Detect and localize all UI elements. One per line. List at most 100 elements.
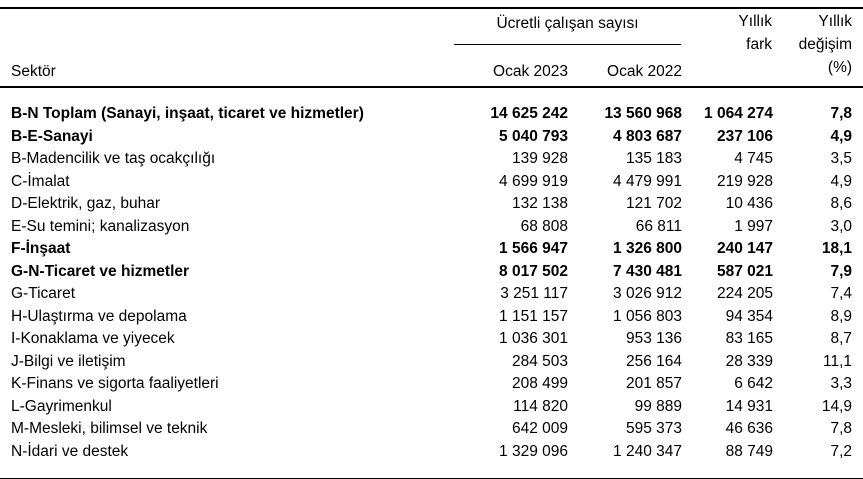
sector-cell: B-N Toplam (Sanayi, inşaat, ticaret ve h… [11,105,364,122]
table-row: I-Konaklama ve yiyecek 1 036 301 953 136… [0,328,863,351]
diff-cell: 219 928 [716,172,774,190]
pct-cell: 7,8 [830,420,853,437]
sector-cell: D-Elektrik, gaz, buhar [11,195,161,212]
jan2023-cell: 68 808 [520,217,568,235]
jan2022-cell: 13 560 968 [604,105,683,122]
table-row: D-Elektrik, gaz, buhar 132 138 121 702 1… [0,193,863,216]
pct-cell: 4,9 [830,172,853,190]
pct-cell: 8,6 [830,195,853,212]
jan2023-cell: 284 503 [511,352,568,370]
jan2023-cell: 8 017 502 [499,262,568,280]
jan2022-cell: 99 889 [634,397,683,415]
sector-cell: B-E-Sanayi [11,127,93,145]
pct-cell: 7,2 [830,442,853,460]
jan2023-cell: 642 009 [511,420,568,437]
january-2023-column-header: Ocak 2023 [440,49,568,88]
pct-cell: 18,1 [821,240,853,257]
annual-difference-header: Yıllık fark [682,9,774,88]
diff-cell: 83 165 [725,330,774,347]
sector-cell: E-Su temini; kanalizasyon [11,217,190,235]
table-row: K-Finans ve sigorta faaliyetleri 208 499… [0,373,863,396]
sector-cell: C-İmalat [11,172,70,190]
table-body: B-N Toplam (Sanayi, inşaat, ticaret ve h… [0,87,863,463]
table-header: Ücretli çalışan sayısı Yıllık fark Yıllı… [0,9,863,88]
group-header-cell: Ücretli çalışan sayısı [440,9,682,49]
pct-cell: 7,4 [830,285,853,302]
table-row: B-E-Sanayi 5 040 793 4 803 687 237 106 4… [0,126,863,149]
pct-cell: 3,3 [830,375,853,392]
diff-cell: 28 339 [725,352,774,370]
sector-cell: B-Madencilik ve taş ocakçılığı [11,150,216,167]
sector-cell: L-Gayrimenkul [11,397,112,415]
jan2022-cell: 121 702 [625,195,683,212]
header-row-columns: Sektör Ocak 2023 Ocak 2022 [0,49,863,88]
jan2022-cell: 7 430 481 [613,262,683,280]
table-row: F-İnşaat 1 566 947 1 326 800 240 147 18,… [0,238,863,261]
jan2023-cell: 4 699 919 [499,172,568,190]
sector-cell: F-İnşaat [11,240,71,257]
diff-cell: 224 205 [716,285,774,302]
sector-cell: K-Finans ve sigorta faaliyetleri [11,375,219,392]
header-spacer [0,9,440,49]
header-row-group: Ücretli çalışan sayısı Yıllık fark Yıllı… [0,9,863,88]
diff-cell: 4 745 [734,150,774,167]
jan2022-cell: 595 373 [625,420,683,437]
table-row: H-Ulaştırma ve depolama 1 151 157 1 056 … [0,306,863,329]
jan2022-cell: 201 857 [625,375,683,392]
sector-column-header: Sektör [0,49,440,88]
table-row: C-İmalat 4 699 919 4 479 991 219 928 4,9 [0,171,863,194]
jan2023-cell: 14 625 242 [490,105,568,122]
diff-cell: 6 642 [734,375,774,392]
diff-cell: 10 436 [725,195,774,212]
jan2023-cell: 114 820 [513,397,568,415]
sector-cell: G-Ticaret [11,285,76,302]
jan2022-cell: 135 183 [625,150,683,167]
jan2023-cell: 208 499 [511,375,568,392]
annual-change-percent-header: Yıllık değişim (%) [773,9,863,88]
paid-employees-table: Ücretli çalışan sayısı Yıllık fark Yıllı… [0,9,863,463]
table-row: N-İdari ve destek 1 329 096 1 240 347 88… [0,441,863,464]
sector-cell: J-Bilgi ve iletişim [11,352,126,370]
diff-cell: 237 106 [716,127,774,145]
pct-cell: 4,9 [830,127,853,145]
table-row: B-N Toplam (Sanayi, inşaat, ticaret ve h… [0,87,863,126]
sector-cell: G-N-Ticaret ve hizmetler [11,262,190,280]
diff-cell: 1 997 [734,217,774,235]
jan2023-cell: 5 040 793 [499,127,568,145]
table-row: B-Madencilik ve taş ocakçılığı 139 928 1… [0,148,863,171]
jan2023-cell: 1 036 301 [499,330,568,347]
jan2022-cell: 3 026 912 [613,285,683,302]
pct-cell: 8,9 [830,307,853,325]
sector-cell: H-Ulaştırma ve depolama [11,307,187,325]
january-2022-column-header: Ocak 2022 [568,49,683,88]
jan2023-cell: 139 928 [511,150,568,167]
jan2022-cell: 256 164 [625,352,683,370]
table-row: M-Mesleki, bilimsel ve teknik 642 009 59… [0,418,863,441]
pct-cell: 14,9 [821,397,853,415]
jan2022-cell: 1 240 347 [613,442,683,460]
pct-cell: 11,1 [822,352,853,370]
jan2022-cell: 4 803 687 [613,127,683,145]
jan2022-cell: 1 326 800 [613,240,683,257]
diff-cell: 94 354 [725,307,774,325]
diff-cell: 587 021 [716,262,774,280]
diff-cell: 14 931 [725,397,774,415]
table-frame: Ücretli çalışan sayısı Yıllık fark Yıllı… [0,7,863,479]
table-row: G-Ticaret 3 251 117 3 026 912 224 205 7,… [0,283,863,306]
jan2022-cell: 4 479 991 [613,172,683,190]
pct-cell: 7,8 [830,105,853,122]
pct-cell: 3,5 [830,150,853,167]
jan2023-cell: 1 329 096 [499,442,568,460]
table-row: G-N-Ticaret ve hizmetler 8 017 502 7 430… [0,261,863,284]
jan2023-cell: 132 138 [511,195,568,212]
sector-cell: M-Mesleki, bilimsel ve teknik [11,420,208,437]
diff-cell: 1 064 274 [704,105,774,122]
table-row: E-Su temini; kanalizasyon 68 808 66 811 … [0,216,863,239]
jan2023-cell: 1 566 947 [499,240,568,257]
pct-cell: 7,9 [830,262,853,280]
diff-cell: 88 749 [725,442,774,460]
pct-cell: 3,0 [830,217,853,235]
jan2022-cell: 66 811 [635,217,683,235]
sector-cell: N-İdari ve destek [11,442,129,460]
